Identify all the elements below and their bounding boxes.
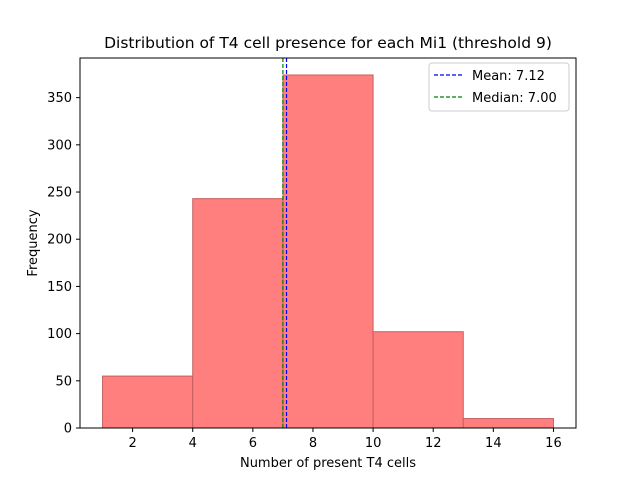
histogram-bar xyxy=(372,331,464,429)
histogram-bar xyxy=(462,418,554,429)
x-tick-label: 10 xyxy=(365,436,382,451)
y-axis: 0 50 100 150 200 250 300 350 xyxy=(47,91,80,437)
legend-mean-label: Mean: 7.12 xyxy=(472,69,545,84)
x-tick-label: 6 xyxy=(249,436,257,451)
histogram-bar xyxy=(282,74,374,429)
y-axis-label: Frequency xyxy=(26,209,41,276)
y-tick-label: 150 xyxy=(47,280,72,295)
y-tick-label: 200 xyxy=(47,233,72,248)
histogram-bar xyxy=(102,375,194,429)
y-tick-label: 0 xyxy=(64,422,72,437)
chart-title: Distribution of T4 cell presence for eac… xyxy=(104,34,552,52)
legend: Mean: 7.12 Median: 7.00 xyxy=(428,62,570,112)
vlines-layer xyxy=(282,58,288,428)
bars-layer xyxy=(102,74,554,429)
histogram-bar xyxy=(192,198,284,429)
x-tick-label: 14 xyxy=(485,436,502,451)
legend-box xyxy=(428,62,570,112)
x-tick-label: 16 xyxy=(545,436,562,451)
plot-frame xyxy=(79,57,577,429)
y-tick-label: 300 xyxy=(47,138,72,153)
y-tick-label: 250 xyxy=(47,186,72,201)
x-tick-label: 12 xyxy=(425,436,442,451)
x-tick-label: 2 xyxy=(128,436,136,451)
legend-median-label: Median: 7.00 xyxy=(472,91,557,106)
x-tick-label: 8 xyxy=(309,436,317,451)
x-tick-label: 4 xyxy=(189,436,197,451)
x-axis: 2 4 6 8 10 12 14 16 xyxy=(128,428,562,451)
x-axis-label: Number of present T4 cells xyxy=(240,456,416,471)
y-tick-label: 100 xyxy=(47,327,72,342)
y-tick-label: 350 xyxy=(47,91,72,106)
y-tick-label: 50 xyxy=(55,374,72,389)
